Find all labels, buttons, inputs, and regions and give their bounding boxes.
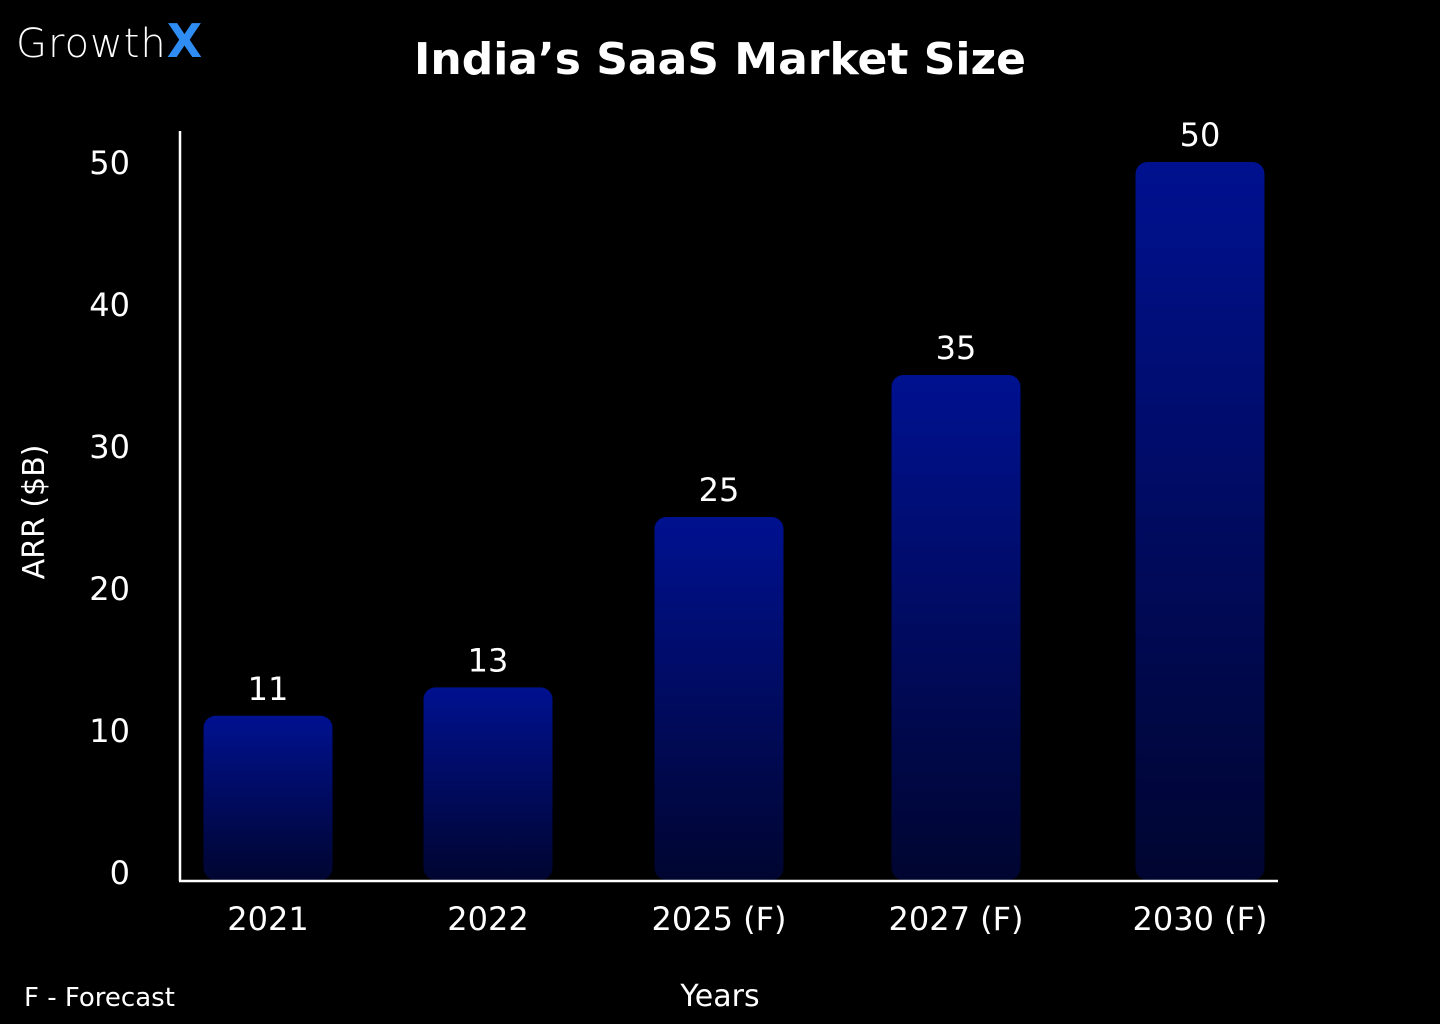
y-axis-label: ARR ($B) [17,445,52,580]
chart-title: India’s SaaS Market Size [414,34,1026,85]
y-tick-label: 20 [89,570,130,608]
y-tick-label: 30 [89,428,130,466]
data-label: 35 [936,329,977,367]
x-tick-label: 2021 [227,900,308,938]
bar-2027 (F) [891,375,1021,880]
footnote: F - Forecast [24,983,175,1013]
bar-2021 [203,715,333,880]
logo-text: Growth [16,21,167,67]
data-label: 25 [699,471,740,509]
data-label: 13 [468,641,509,679]
bar-2025 (F) [654,517,784,880]
data-label: 11 [248,670,289,708]
logo-x: X [166,14,204,68]
growthx-logo: GrowthX [16,14,203,68]
x-tick-label: 2022 [447,900,528,938]
x-tick-label: 2030 (F) [1133,900,1268,938]
y-tick-label: 10 [89,712,130,750]
bar-2030 (F) [1135,162,1265,880]
bar-2022 [423,687,553,880]
data-label: 50 [1180,116,1221,154]
y-tick-label: 0 [110,854,130,892]
y-tick-label: 50 [89,144,130,182]
y-tick-label: 40 [89,286,130,324]
x-axis-label: Years [679,979,759,1014]
x-tick-label: 2025 (F) [652,900,787,938]
x-tick-label: 2027 (F) [889,900,1024,938]
